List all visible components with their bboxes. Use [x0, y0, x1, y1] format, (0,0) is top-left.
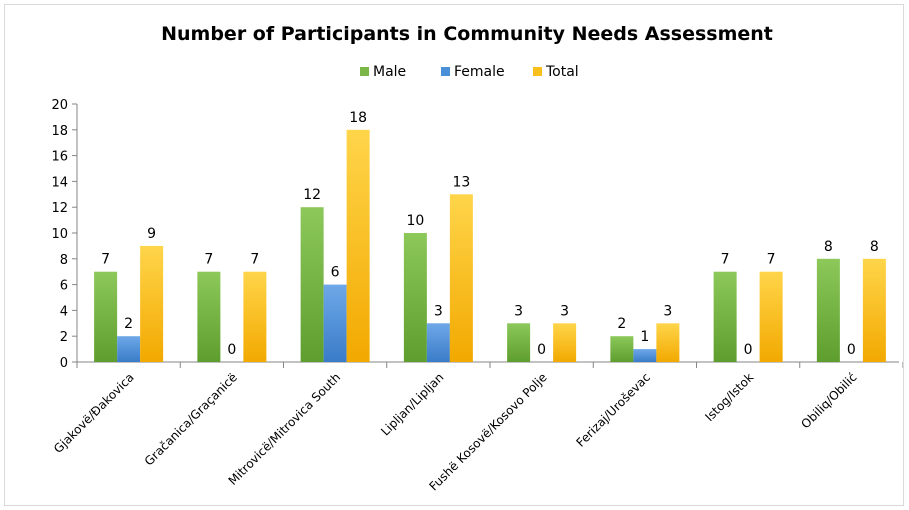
bar-female: [117, 336, 141, 362]
category-label: Gračanica/Graçanicë: [142, 370, 240, 468]
data-label: 6: [331, 265, 340, 281]
data-label: 3: [514, 303, 523, 319]
data-label: 7: [101, 252, 110, 268]
data-label: 0: [537, 342, 546, 358]
bar-total: [759, 271, 783, 362]
y-tick-label: 10: [51, 227, 68, 242]
y-tick-label: 14: [51, 175, 68, 190]
y-tick-label: 4: [60, 304, 68, 319]
y-tick-label: 16: [51, 150, 68, 165]
bar-chart: Number of Participants in Community Need…: [51, 23, 903, 493]
bar-male: [300, 207, 324, 362]
legend-swatch-female: [441, 67, 450, 76]
bar-female: [323, 284, 347, 362]
data-label: 3: [663, 303, 672, 319]
chart-bars: [94, 129, 886, 362]
data-label: 0: [847, 342, 856, 358]
y-tick-label: 8: [60, 253, 68, 268]
data-label: 9: [147, 226, 156, 242]
legend-swatch-total: [533, 67, 542, 76]
bar-male: [94, 271, 118, 362]
bar-male: [713, 271, 737, 362]
bar-total: [346, 129, 370, 362]
y-tick-label: 20: [51, 98, 68, 113]
bar-male: [403, 233, 427, 362]
data-label: 1: [640, 329, 649, 345]
bar-male: [816, 258, 840, 362]
data-label: 7: [767, 252, 776, 268]
data-label: 7: [721, 252, 730, 268]
bar-male: [197, 271, 221, 362]
chart-legend: Male Female Total: [360, 64, 579, 80]
bar-male: [610, 336, 634, 362]
bar-total: [656, 323, 680, 362]
category-label: Ferizaj/Uroševac: [574, 370, 653, 449]
bar-total: [862, 258, 886, 362]
bar-male: [507, 323, 531, 362]
data-label: 2: [617, 316, 626, 332]
data-label: 7: [204, 252, 213, 268]
category-label: Gjakovë/Đakovica: [51, 370, 137, 456]
chart-title: Number of Participants in Community Need…: [161, 23, 773, 45]
data-label: 8: [870, 239, 879, 255]
legend-label-total: Total: [545, 64, 579, 80]
y-tick-label: 18: [51, 124, 68, 139]
category-label: Obiliq/Obilić: [798, 370, 859, 431]
bar-total: [243, 271, 267, 362]
data-label: 7: [250, 252, 259, 268]
legend-label-female: Female: [454, 64, 505, 80]
data-label: 0: [744, 342, 753, 358]
data-label: 2: [124, 316, 133, 332]
chart-frame: Number of Participants in Community Need…: [4, 4, 904, 506]
bar-female: [633, 349, 657, 362]
data-label: 8: [824, 239, 833, 255]
y-tick-label: 0: [60, 356, 68, 371]
legend-label-male: Male: [373, 64, 406, 80]
data-label: 3: [434, 303, 443, 319]
legend-swatch-male: [360, 67, 369, 76]
data-label: 3: [560, 303, 569, 319]
category-label: Fushë Kosovë/Kosovo Polje: [426, 370, 549, 493]
y-tick-label: 12: [51, 201, 68, 216]
bar-total: [140, 245, 164, 362]
bar-total: [449, 194, 473, 362]
data-label: 18: [349, 110, 367, 126]
data-label: 12: [303, 187, 321, 203]
category-label: Lipljan/Lipljan: [378, 370, 446, 438]
bar-female: [426, 323, 450, 362]
category-label: Mitrovicë/Mitrovica South: [226, 370, 344, 488]
y-tick-label: 6: [60, 279, 68, 294]
data-label: 13: [452, 174, 470, 190]
data-label: 0: [227, 342, 236, 358]
bar-total: [553, 323, 577, 362]
category-label: Istog/Istok: [702, 370, 756, 424]
chart-category-labels: Gjakovë/Đakovica Gračanica/GraçanicëMitro…: [51, 370, 860, 493]
y-tick-label: 2: [60, 330, 68, 345]
data-label: 10: [406, 213, 424, 229]
